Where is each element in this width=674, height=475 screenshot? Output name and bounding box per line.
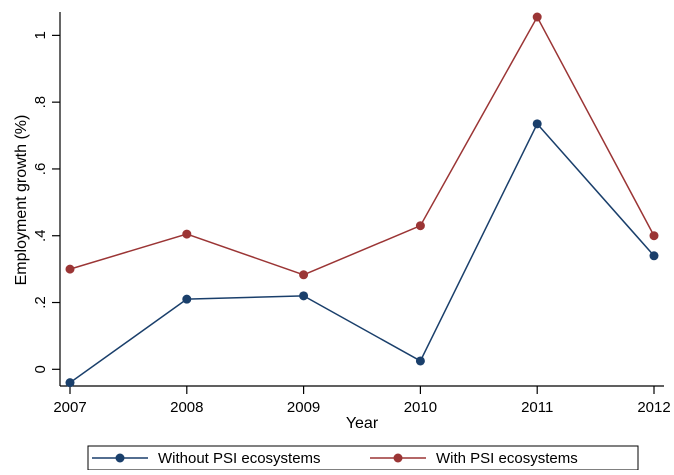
data-point: [532, 119, 542, 129]
y-axis-title: Employment growth (%): [13, 115, 30, 286]
tick-layer: 2007 2008 2009 2010 2011 2012 0 .2 .4 .6 .8 1: [32, 31, 671, 416]
series-1: [65, 12, 659, 280]
x-axis-title: Year: [346, 415, 379, 432]
legend-label: Without PSI ecosystems: [158, 450, 321, 467]
y-tick-label: .8: [32, 96, 49, 109]
data-point: [532, 12, 542, 22]
legend: Without PSI ecosystems With PSI ecosystem…: [87, 445, 639, 471]
x-tick-label: 2010: [404, 399, 437, 416]
legend-marker: [393, 453, 403, 463]
y-tick-label: 1: [32, 31, 49, 39]
data-point: [299, 291, 309, 301]
x-tick-label: 2008: [170, 399, 203, 416]
x-tick-label: 2007: [53, 399, 86, 416]
axes: [59, 12, 664, 387]
data-point: [649, 231, 659, 241]
data-point: [415, 221, 425, 231]
y-tick-label: .2: [32, 296, 49, 309]
data-point: [182, 229, 192, 239]
data-point: [65, 378, 75, 388]
y-tick-label: .4: [32, 229, 49, 242]
legend-items: Without PSI ecosystems With PSI ecosystem…: [92, 450, 578, 467]
legend-label: With PSI ecosystems: [436, 450, 578, 467]
data-point: [649, 251, 659, 261]
series-layer: [65, 12, 659, 388]
y-tick-label: 0: [32, 365, 49, 373]
x-tick-label: 2011: [521, 399, 553, 416]
x-tick-label: 2012: [637, 399, 670, 416]
series-line: [69, 122, 655, 384]
legend-marker: [115, 453, 125, 463]
y-tick-label: .6: [32, 163, 49, 176]
x-tick-label: 2009: [287, 399, 320, 416]
data-point: [182, 294, 192, 304]
data-point: [299, 270, 309, 280]
legend-box: [87, 445, 639, 471]
data-point: [65, 264, 75, 274]
data-point: [415, 356, 425, 366]
series-0: [65, 119, 659, 388]
series-line: [69, 15, 655, 276]
